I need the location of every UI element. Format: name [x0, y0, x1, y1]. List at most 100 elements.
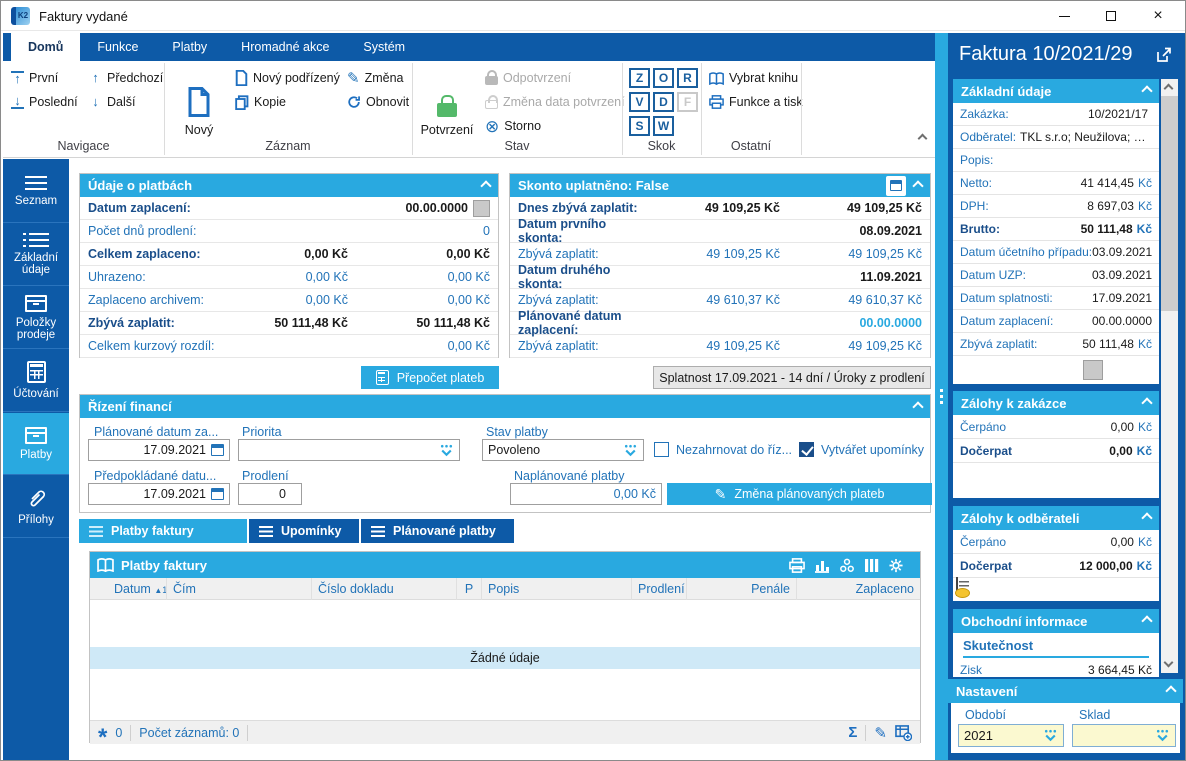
planned-date-field[interactable]: 17.09.2021	[88, 439, 230, 461]
business-info-section: Obchodní informace Skutečnost Zisk 3 664,…	[953, 609, 1159, 677]
ribbon-tab-system[interactable]: Systém	[363, 40, 406, 54]
confirm-button[interactable]: Potvrzení	[417, 63, 477, 137]
related-records-icon[interactable]	[839, 558, 855, 573]
collapse-chevron-icon[interactable]	[480, 179, 492, 192]
sidebar-item-platby[interactable]: Platby	[3, 413, 69, 475]
book-icon	[97, 558, 114, 572]
sidebar-item-uctovani[interactable]: Účtování	[3, 350, 69, 412]
collapse-chevron-icon[interactable]	[1141, 512, 1153, 524]
ribbon-tab-platby[interactable]: Platby	[172, 40, 208, 54]
tab-upominky[interactable]: Upomínky	[249, 519, 359, 543]
nav-last-button[interactable]: ↓ Poslední	[11, 92, 78, 112]
expected-date-field[interactable]: 17.09.2021	[88, 483, 230, 505]
gear-icon[interactable]	[888, 558, 904, 573]
delay-label: Prodlení	[242, 469, 289, 483]
select-book-button[interactable]: Vybrat knihu	[709, 68, 798, 88]
jump-key-s[interactable]: S	[629, 116, 650, 136]
storno-button[interactable]: ⊗ Storno	[485, 116, 542, 136]
settings-section: Nastavení Období 2021 Sklad	[948, 679, 1183, 756]
date-status-box[interactable]	[473, 199, 490, 217]
jump-key-v[interactable]: V	[629, 92, 650, 112]
recalculate-payments-button[interactable]: Přepočet plateb	[361, 366, 499, 389]
payment-row: Celkem kurzový rozdíl: 0,00 Kč	[80, 335, 498, 358]
delay-field[interactable]: 0	[238, 483, 302, 505]
jump-key-d[interactable]: D	[653, 92, 674, 112]
column-header-penale[interactable]: Penále	[687, 578, 797, 600]
ribbon-tab-funkce[interactable]: Funkce	[97, 40, 139, 54]
collapse-chevron-icon[interactable]	[912, 179, 924, 192]
create-reminders-checkbox[interactable]: Vytvářet upomínky	[799, 442, 924, 457]
sidebar-item-seznam[interactable]: Seznam	[3, 161, 69, 223]
refresh-button[interactable]: Obnovit	[347, 92, 409, 112]
business-partial-row: Zisk 3 664,45 Kč	[960, 662, 1152, 677]
detail-scrollbar[interactable]	[1161, 79, 1178, 673]
new-child-button[interactable]: Nový podřízený	[235, 68, 340, 88]
edit-icon[interactable]: ✎	[874, 724, 887, 742]
change-planned-payments-button[interactable]: ✎ Změna plánovaných plateb	[667, 483, 932, 505]
collapse-chevron-icon[interactable]	[1165, 685, 1177, 697]
change-button[interactable]: ✎ Změna	[347, 69, 404, 87]
ribbon-tab-domu[interactable]: Domů	[11, 33, 81, 61]
jump-key-w[interactable]: W	[653, 116, 674, 136]
close-button[interactable]: ×	[1135, 1, 1181, 31]
collapse-chevron-icon[interactable]	[1141, 397, 1153, 409]
exclude-from-finance-checkbox[interactable]: Nezahrnovat do říz...	[654, 442, 792, 457]
scrollbar-thumb[interactable]	[1161, 96, 1178, 311]
arrow-first-icon: ↑	[11, 71, 24, 85]
priority-label: Priorita	[242, 425, 282, 439]
group-separator	[701, 63, 702, 155]
maximize-button[interactable]	[1088, 1, 1134, 31]
tab-list-icon	[89, 525, 103, 528]
nav-first-button[interactable]: ↑ První	[11, 68, 58, 88]
period-select[interactable]: 2021	[958, 724, 1064, 747]
copy-button[interactable]: Kopie	[235, 92, 286, 112]
detail-row: Brutto: 50 111,48 Kč	[953, 218, 1159, 241]
sum-icon[interactable]: Σ	[848, 724, 858, 741]
priority-select[interactable]	[238, 439, 460, 461]
planned-payments-field[interactable]: 0,00 Kč	[510, 483, 662, 505]
column-header-p[interactable]: P	[457, 578, 482, 600]
jump-key-o[interactable]: O	[653, 68, 674, 88]
ribbon-tab-hromadne-akce[interactable]: Hromadné akce	[241, 40, 330, 54]
chart-icon[interactable]	[814, 558, 830, 573]
column-header-cislo-dokladu[interactable]: Číslo dokladu	[312, 578, 457, 600]
add-table-icon[interactable]	[895, 724, 912, 741]
tab-planovane-platby[interactable]: Plánované platby	[361, 519, 514, 543]
detail-row: Datum UZP: 03.09.2021	[953, 264, 1159, 287]
column-header-zaplaceno[interactable]: Zaplaceno	[855, 582, 914, 596]
skonto-calendar-button[interactable]	[886, 175, 906, 196]
new-record-button[interactable]: Nový	[169, 63, 229, 137]
open-external-icon[interactable]	[1156, 47, 1172, 63]
sidebar-item-polozky-prodeje[interactable]: Položky prodeje	[3, 287, 69, 349]
scroll-down-icon[interactable]	[1163, 657, 1174, 668]
column-header-datum[interactable]: Datum ▲1	[90, 578, 167, 600]
status-box[interactable]	[1083, 360, 1103, 380]
jump-key-r[interactable]: R	[677, 68, 698, 88]
live-records-icon[interactable]: *	[98, 723, 108, 751]
payment-state-select[interactable]: Povoleno	[482, 439, 644, 461]
nav-next-button[interactable]: ↓ Další	[89, 92, 135, 112]
tab-platby-faktury[interactable]: Platby faktury	[79, 519, 247, 543]
payment-row: Zbývá zaplatit: 50 111,48 Kč 50 111,48 Kč	[80, 312, 498, 335]
detail-row: Popis:	[953, 149, 1159, 172]
columns-icon[interactable]	[864, 558, 879, 573]
collapse-chevron-icon[interactable]	[1141, 85, 1153, 97]
scroll-up-icon[interactable]	[1163, 83, 1174, 94]
due-date-button[interactable]: Splatnost 17.09.2021 - 14 dní / Úroky z …	[653, 366, 931, 389]
collapse-chevron-icon[interactable]	[912, 400, 924, 413]
sidebar-item-prilohy[interactable]: Přílohy	[3, 476, 69, 538]
column-header-popis[interactable]: Popis	[482, 578, 632, 600]
minimize-button[interactable]	[1041, 1, 1087, 31]
collapse-chevron-icon[interactable]	[1141, 615, 1153, 627]
nav-previous-button[interactable]: ↑ Předchozí	[89, 68, 163, 88]
jump-key-z[interactable]: Z	[629, 68, 650, 88]
sidebar-item-zakladni-udaje[interactable]: Základní údaje	[3, 224, 69, 286]
column-header-cim[interactable]: Čím	[167, 578, 312, 600]
panel-splitter[interactable]	[935, 33, 948, 760]
print-icon[interactable]	[789, 557, 805, 573]
advance-invoice-icon[interactable]	[956, 577, 958, 596]
collapse-ribbon-chevron-icon[interactable]	[917, 133, 928, 144]
functions-print-button[interactable]: Funkce a tisk	[709, 92, 803, 112]
column-header-prodleni[interactable]: Prodlení	[632, 578, 687, 600]
stock-select[interactable]	[1072, 724, 1176, 747]
